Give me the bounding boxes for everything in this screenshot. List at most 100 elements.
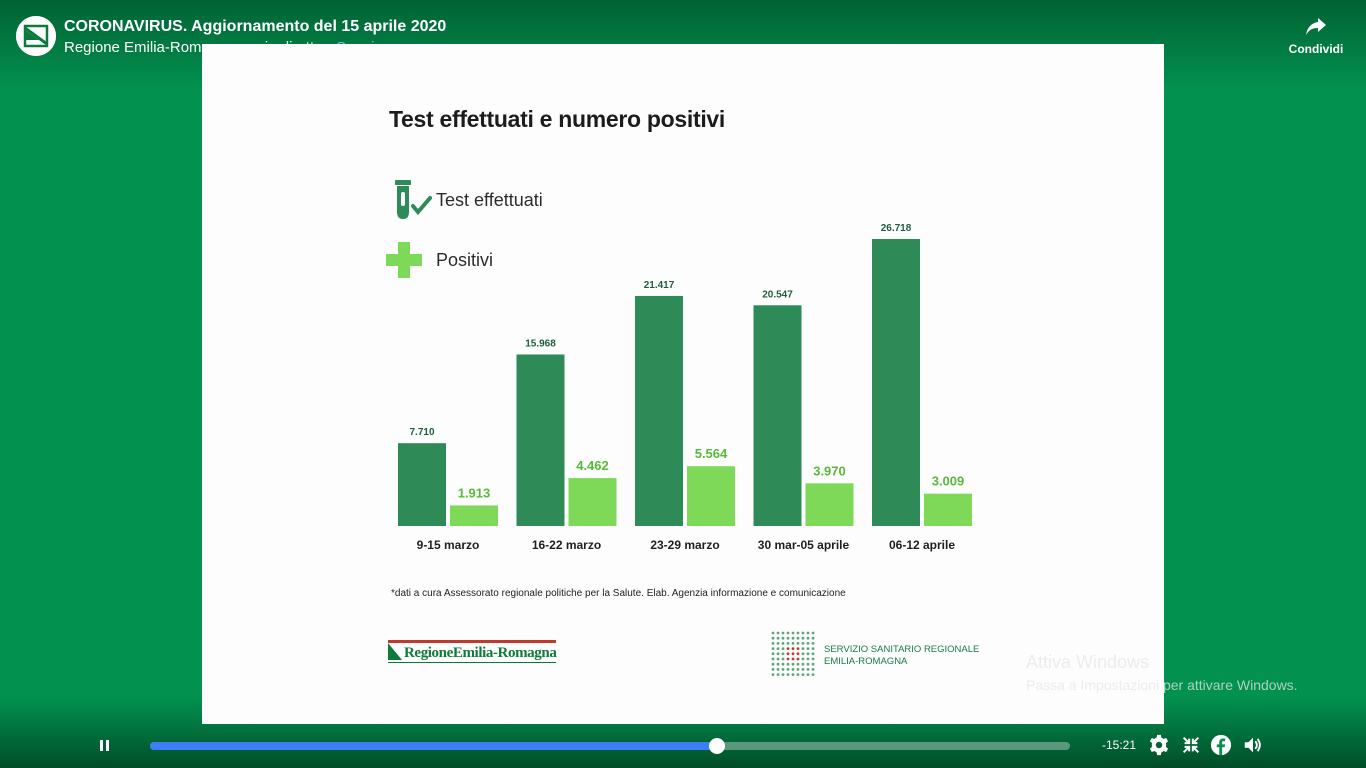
bar-tests-0 [398, 443, 446, 526]
ssr-dot [806, 642, 810, 645]
bar-positives-2 [687, 466, 735, 526]
ssr-dot [806, 662, 810, 666]
data-label-positives-0: 1.913 [458, 485, 491, 500]
ssr-dot [791, 668, 795, 671]
ssr-dot [801, 647, 805, 650]
ssr-dot [781, 642, 785, 645]
category-label-0: 9-15 marzo [417, 538, 480, 552]
category-label-1: 16-22 marzo [532, 538, 601, 552]
facebook-button[interactable] [1210, 734, 1232, 756]
ssr-dot [786, 642, 790, 645]
regione-logo-text: RegioneEmilia-Romagna [404, 645, 557, 661]
ssr-dot [771, 647, 775, 650]
ssr-dot [776, 642, 780, 645]
data-label-positives-4: 3.009 [932, 474, 965, 489]
ssr-dot [781, 668, 785, 671]
ssr-dot [801, 668, 805, 671]
ssr-dot [781, 631, 785, 635]
ssr-dot [801, 673, 805, 676]
gear-icon [1149, 734, 1169, 756]
volume-button[interactable] [1242, 734, 1264, 756]
ssr-dot [776, 673, 780, 676]
ssr-dot [781, 652, 785, 656]
exit-fullscreen-button[interactable] [1180, 734, 1202, 756]
ssr-dot [806, 668, 810, 671]
bar-tests-4 [872, 239, 920, 526]
share-arrow-icon [1306, 18, 1326, 35]
ssr-dot [811, 642, 815, 645]
category-label-2: 23-29 marzo [650, 538, 719, 552]
regione-logo-icon [16, 16, 56, 56]
facebook-icon [1210, 734, 1232, 756]
bar-positives-1 [568, 478, 617, 526]
bar-positives-3 [805, 483, 854, 526]
ssr-dot [791, 636, 795, 640]
ssr-dot [811, 652, 815, 656]
bar-positives-0 [450, 505, 498, 526]
ssr-dot [811, 662, 815, 666]
ssr-dot [801, 662, 805, 666]
ssr-dot [791, 662, 795, 666]
data-label-tests-3: 20.547 [762, 289, 793, 300]
progress-fill [150, 742, 717, 750]
ssr-dot [796, 657, 800, 661]
ssr-dot [791, 673, 795, 676]
ssr-dot [791, 647, 795, 650]
ssr-dot [786, 631, 790, 635]
ssr-dot [796, 673, 800, 676]
progress-bar[interactable] [150, 738, 1070, 754]
ssr-dot [781, 636, 785, 640]
ssr-dot [791, 631, 795, 635]
ssr-dot [771, 657, 775, 661]
bar-tests-1 [516, 354, 565, 526]
ssr-dot [771, 652, 775, 656]
pause-icon [100, 740, 109, 751]
data-label-positives-2: 5.564 [695, 446, 728, 461]
legend-tests-label: Test effettuati [436, 189, 543, 210]
ssr-dot [796, 642, 800, 645]
ssr-dot-grid-icon [771, 631, 815, 676]
bar-positives-4 [924, 493, 972, 526]
ssr-dot [791, 657, 795, 661]
ssr-dot [786, 647, 790, 650]
ssr-dot [796, 636, 800, 640]
legend-positives-label: Positivi [436, 249, 494, 270]
data-label-tests-1: 15.968 [525, 338, 556, 349]
ssr-dot [796, 652, 800, 656]
ssr-dot [811, 668, 815, 671]
data-label-positives-1: 4.462 [576, 458, 609, 473]
data-label-tests-0: 7.710 [409, 427, 434, 438]
bar-tests-2 [635, 295, 683, 526]
legend-positives: Positivi [384, 240, 493, 280]
ssr-dot [776, 631, 780, 635]
ssr-dot [781, 657, 785, 661]
ssr-dot [801, 636, 805, 640]
pause-button[interactable] [96, 735, 114, 755]
ssr-logo-line1: SERVIZIO SANITARIO REGIONALE [824, 644, 980, 655]
ssr-dot [811, 647, 815, 650]
progress-scrubber[interactable] [708, 738, 725, 754]
test-tube-check-icon [395, 180, 432, 219]
settings-button[interactable] [1148, 734, 1170, 756]
share-button[interactable]: Condividi [1284, 14, 1348, 56]
ssr-dot [786, 636, 790, 640]
data-footnote: *dati a cura Assessorato regionale polit… [391, 588, 846, 599]
ssr-dot [796, 647, 800, 650]
data-label-tests-2: 21.417 [644, 280, 675, 291]
ssr-dot [776, 647, 780, 650]
share-label: Condividi [1288, 42, 1344, 56]
time-remaining: -15:21 [1102, 738, 1137, 752]
page-avatar[interactable] [16, 16, 56, 56]
ssr-dot [801, 642, 805, 645]
bar-chart: 7.710 1.913 9-15 marzo 15.968 4.462 16-22 mar… [398, 223, 972, 552]
video-title[interactable]: CORONAVIRUS. Aggiornamento del 15 aprile… [64, 18, 447, 35]
ssr-dot [776, 668, 780, 671]
ssr-dot [806, 636, 810, 640]
bar-tests-3 [753, 305, 802, 526]
ssr-dot [781, 647, 785, 650]
ssr-dot [776, 662, 780, 666]
regione-flag-icon [388, 640, 556, 663]
volume-icon [1244, 737, 1261, 753]
ssr-dot [786, 668, 790, 671]
ssr-dot [771, 631, 775, 635]
